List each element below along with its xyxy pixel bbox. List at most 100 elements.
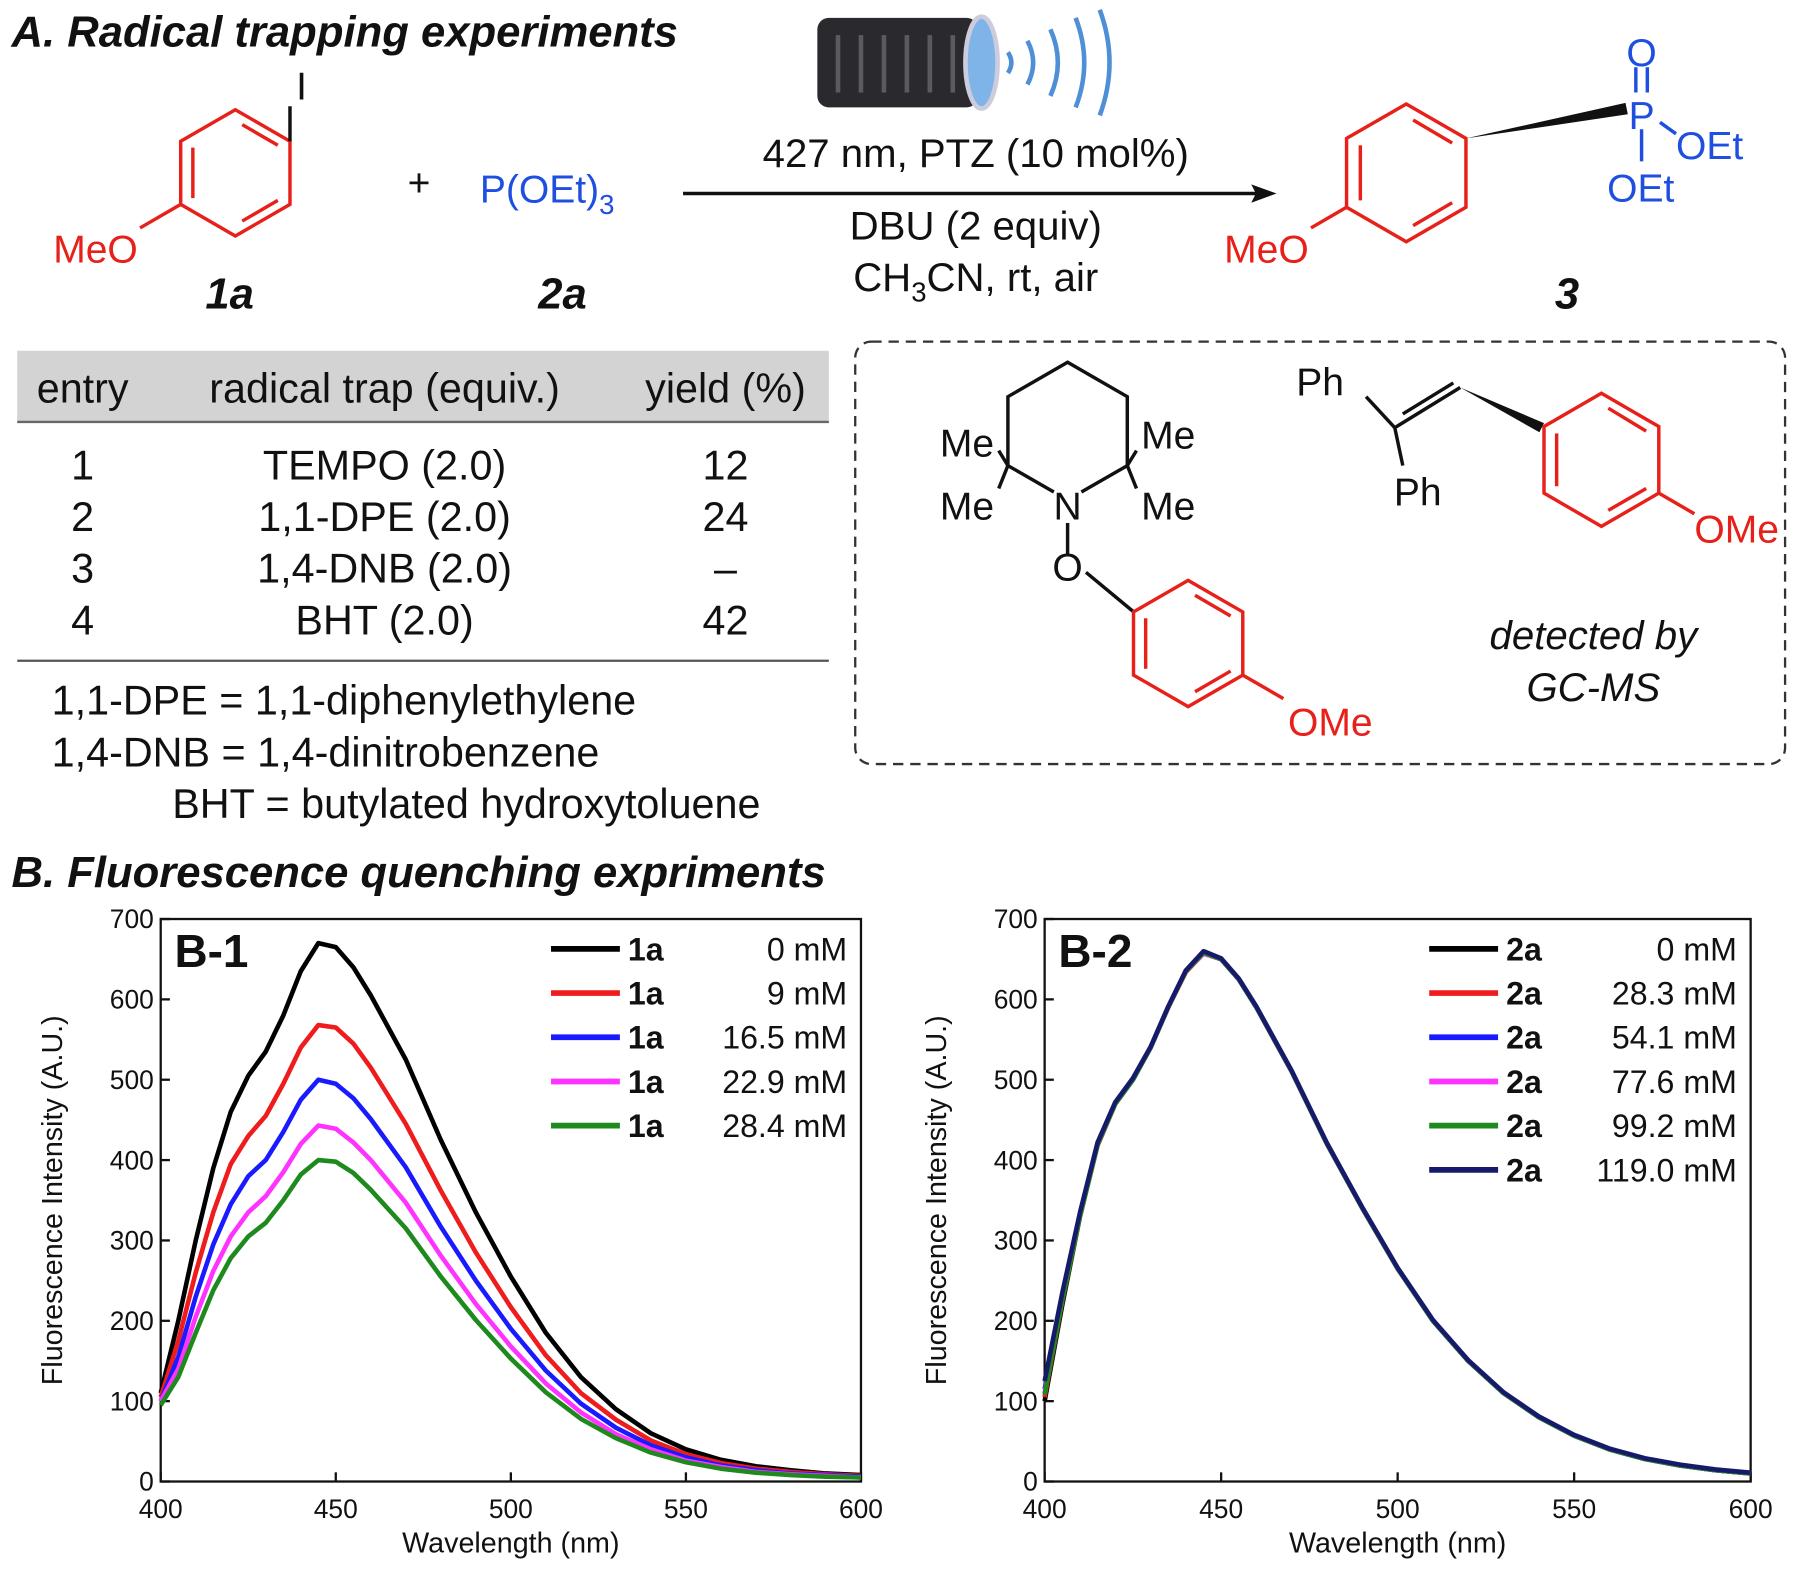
atom-label: OEt (1607, 168, 1674, 211)
plus-sign: + (408, 162, 431, 205)
charts: 0 100 200 300 400 500 600 700 400 450 500 550 600 Wav… (37, 904, 1773, 1559)
legend-name: 1a (628, 931, 665, 967)
atom-label: OMe (1694, 508, 1779, 551)
x-tick-label: 550 (1552, 1494, 1596, 1524)
condition: CH3CN, rt, air (853, 255, 1098, 307)
y-tick-label: 700 (110, 904, 154, 934)
section-title: A. Radical trapping experiments (10, 9, 677, 57)
table: entry radical trap (equiv.) yield (%) 1 TEMP… (37, 365, 806, 827)
y-axis-label: Fluorescence Intensity (A.U.) (37, 1015, 69, 1385)
table-cell: 1 (71, 442, 94, 488)
tempo-adduct (997, 360, 1285, 709)
legend-label: 119.0 mM (1596, 1152, 1736, 1188)
table-cell: 2 (71, 494, 94, 540)
reagent-text: P(OEt) (480, 169, 599, 212)
x-tick-label: 400 (1023, 1494, 1067, 1524)
atom-label: Me (940, 486, 994, 529)
condition: DBU (2 equiv) (850, 203, 1102, 248)
adduct-box (854, 340, 1787, 766)
table-note: 1,1-DPE = 1,1-diphenylethylene (52, 678, 637, 724)
reagent-formula: P(OEt)3 (480, 169, 615, 220)
legend-label: 77.6 mM (1612, 1064, 1737, 1100)
atom-label: P (1629, 95, 1655, 138)
table-cell: – (714, 546, 737, 592)
legend-label: 16.5 mM (722, 1020, 847, 1056)
table-note: 1,4-DNB = 1,4-dinitrobenzene (52, 729, 600, 775)
atom-label: Ph (1394, 472, 1442, 515)
x-tick-label: 600 (1729, 1494, 1773, 1524)
atom-label: I (296, 65, 307, 108)
x-tick-label: 500 (1376, 1494, 1420, 1524)
atom-label: Me (940, 422, 994, 465)
legend-name: 2a (1506, 931, 1543, 967)
legend-label: 99.2 mM (1612, 1108, 1737, 1144)
y-tick-label: 200 (994, 1306, 1038, 1336)
legend-name: 2a (1506, 1108, 1543, 1144)
table-header: entry (37, 365, 129, 411)
section-title: B. Fluorescence quenching expriments (11, 849, 825, 897)
y-tick-label: 300 (994, 1226, 1038, 1256)
atom-label: Ph (1296, 362, 1344, 405)
legend-label: 28.4 mM (722, 1108, 847, 1144)
atom-label: O (1052, 546, 1082, 589)
table-header: radical trap (equiv.) (209, 365, 560, 411)
legend-name: 2a (1506, 1020, 1543, 1056)
detection-note: detected by (1490, 613, 1701, 658)
compound-label: 3 (1555, 270, 1579, 318)
legend-name: 1a (628, 1064, 665, 1100)
legend-label: 22.9 mM (722, 1064, 847, 1100)
y-tick-label: 0 (139, 1467, 154, 1497)
condition: 427 nm, PTZ (10 mol%) (763, 131, 1189, 176)
y-tick-label: 600 (994, 985, 1038, 1015)
x-axis-label: Wavelength (nm) (1289, 1528, 1506, 1560)
atom-label: OEt (1676, 125, 1743, 168)
legend-label: 9 mM (767, 976, 847, 1012)
product-structure (1310, 67, 1678, 244)
x-tick-label: 550 (664, 1494, 708, 1524)
table-header: yield (%) (645, 365, 806, 411)
atom-label: O (1626, 32, 1656, 75)
x-tick-label: 450 (1199, 1494, 1243, 1524)
y-tick-label: 500 (110, 1065, 154, 1095)
table-cell: BHT (2.0) (295, 597, 473, 643)
panel-label: B-1 (174, 925, 248, 977)
substituent-label: MeO (53, 228, 138, 271)
light-source (817, 9, 1112, 117)
table-cell: 1,4-DNB (2.0) (257, 546, 512, 592)
subscript: 3 (911, 276, 926, 307)
atom-label: Me (1141, 414, 1195, 457)
table-cell: 12 (703, 442, 749, 488)
table-cell: 3 (71, 546, 94, 592)
legend-name: 1a (628, 1020, 665, 1056)
table-header-bg (17, 350, 829, 422)
dpe-adduct (1364, 381, 1696, 529)
legend-label: 54.1 mM (1612, 1020, 1737, 1056)
substituent-label: MeO (1224, 228, 1309, 271)
series-line (158, 1022, 862, 1479)
table-cell: 24 (703, 494, 749, 540)
substrate-structure (139, 106, 292, 238)
plot-frame (159, 917, 863, 1483)
series-line (158, 1157, 862, 1480)
y-tick-label: 700 (994, 904, 1038, 934)
condition-text: CH (853, 255, 911, 300)
atom-label: Me (1141, 486, 1195, 529)
y-tick-label: 400 (110, 1145, 154, 1175)
table-cell: 4 (71, 597, 94, 643)
y-tick-label: 100 (994, 1386, 1038, 1416)
series-line (1042, 948, 1751, 1475)
reaction-arrow (683, 184, 1277, 203)
legend-label: 0 mM (767, 931, 847, 967)
detection-note: GC-MS (1526, 665, 1660, 710)
x-axis-label: Wavelength (nm) (402, 1528, 619, 1560)
compound-label: 1a (205, 270, 254, 318)
x-tick-label: 600 (839, 1494, 883, 1524)
atom-label: OMe (1288, 701, 1373, 744)
y-tick-label: 400 (994, 1145, 1038, 1175)
series-line (158, 1123, 862, 1480)
y-tick-label: 200 (110, 1306, 154, 1336)
subscript: 3 (599, 189, 614, 220)
table-cell: TEMPO (2.0) (263, 442, 506, 488)
y-tick-label: 0 (1023, 1467, 1038, 1497)
